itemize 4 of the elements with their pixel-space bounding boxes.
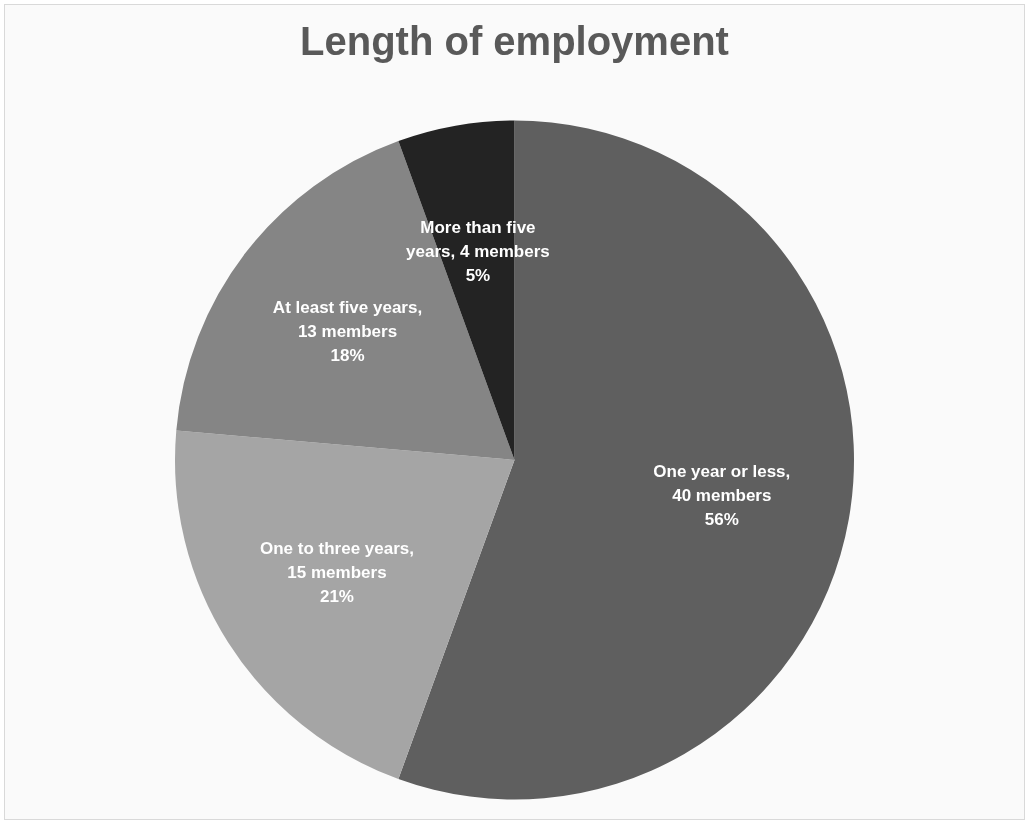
slice-label: One year or less, 40 members 56% <box>653 462 791 530</box>
slice-label: One to three years, 15 members 21% <box>259 538 414 606</box>
chart-title: Length of employment <box>299 19 730 64</box>
slice-label: At least five years, 13 members 18% <box>272 297 423 365</box>
